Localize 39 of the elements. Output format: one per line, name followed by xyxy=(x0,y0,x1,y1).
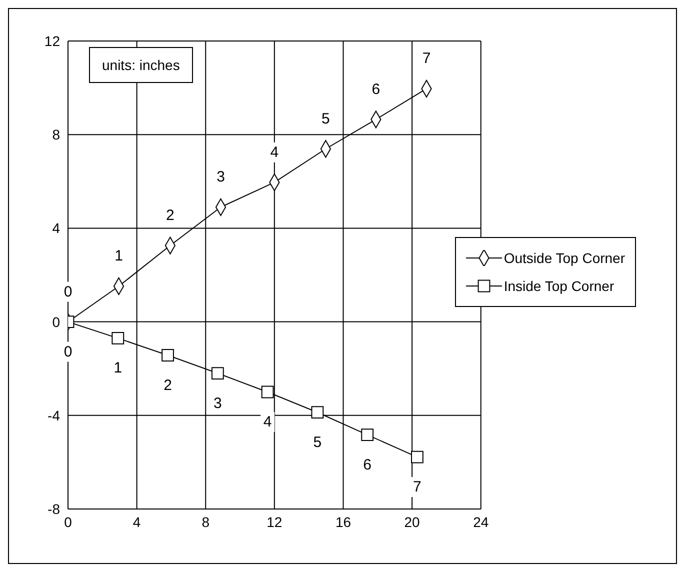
annotation: 6 xyxy=(372,80,380,98)
point xyxy=(361,428,374,442)
annotation: 5 xyxy=(313,434,322,451)
annotation: 7 xyxy=(422,50,431,68)
x-tick-label: 4 xyxy=(132,514,141,530)
annotation: 4 xyxy=(270,144,279,161)
annotation: 2 xyxy=(166,207,174,224)
x-tick-label: 0 xyxy=(64,514,72,530)
point xyxy=(211,367,224,380)
annotation: 1 xyxy=(114,360,122,377)
x-tick-label: 20 xyxy=(404,514,420,530)
y-tick-label: 12 xyxy=(44,32,60,49)
annotation: 5 xyxy=(322,110,330,128)
x-tick-label: 8 xyxy=(202,514,210,530)
annotation: 3 xyxy=(216,168,225,186)
point xyxy=(261,386,274,398)
point xyxy=(112,332,124,344)
annotation: 0 xyxy=(64,343,72,360)
annotation: 7 xyxy=(413,478,422,496)
annotation: 0 xyxy=(64,283,72,300)
annotation: 6 xyxy=(363,456,372,474)
legend-label: Inside Top Corner xyxy=(504,278,614,294)
y-tick-label: 4 xyxy=(52,220,60,236)
point xyxy=(311,406,324,419)
y-tick-label: 8 xyxy=(52,126,60,143)
y-tick-label: -4 xyxy=(48,407,60,424)
point xyxy=(411,450,424,464)
x-tick-label: 24 xyxy=(473,514,489,530)
annotation: 1 xyxy=(114,248,123,265)
y-tick-label: -8 xyxy=(48,500,60,517)
x-tick-label: 12 xyxy=(266,514,282,530)
annotation: 3 xyxy=(213,394,222,412)
legend-label: Outside Top Corner xyxy=(504,250,625,266)
annotation: units: inches xyxy=(89,47,193,83)
x-tick-label: 16 xyxy=(335,514,352,530)
annotation: 2 xyxy=(164,376,172,394)
point xyxy=(162,349,174,362)
y-tick-label: 0 xyxy=(52,314,60,330)
annotation: 4 xyxy=(263,414,272,430)
